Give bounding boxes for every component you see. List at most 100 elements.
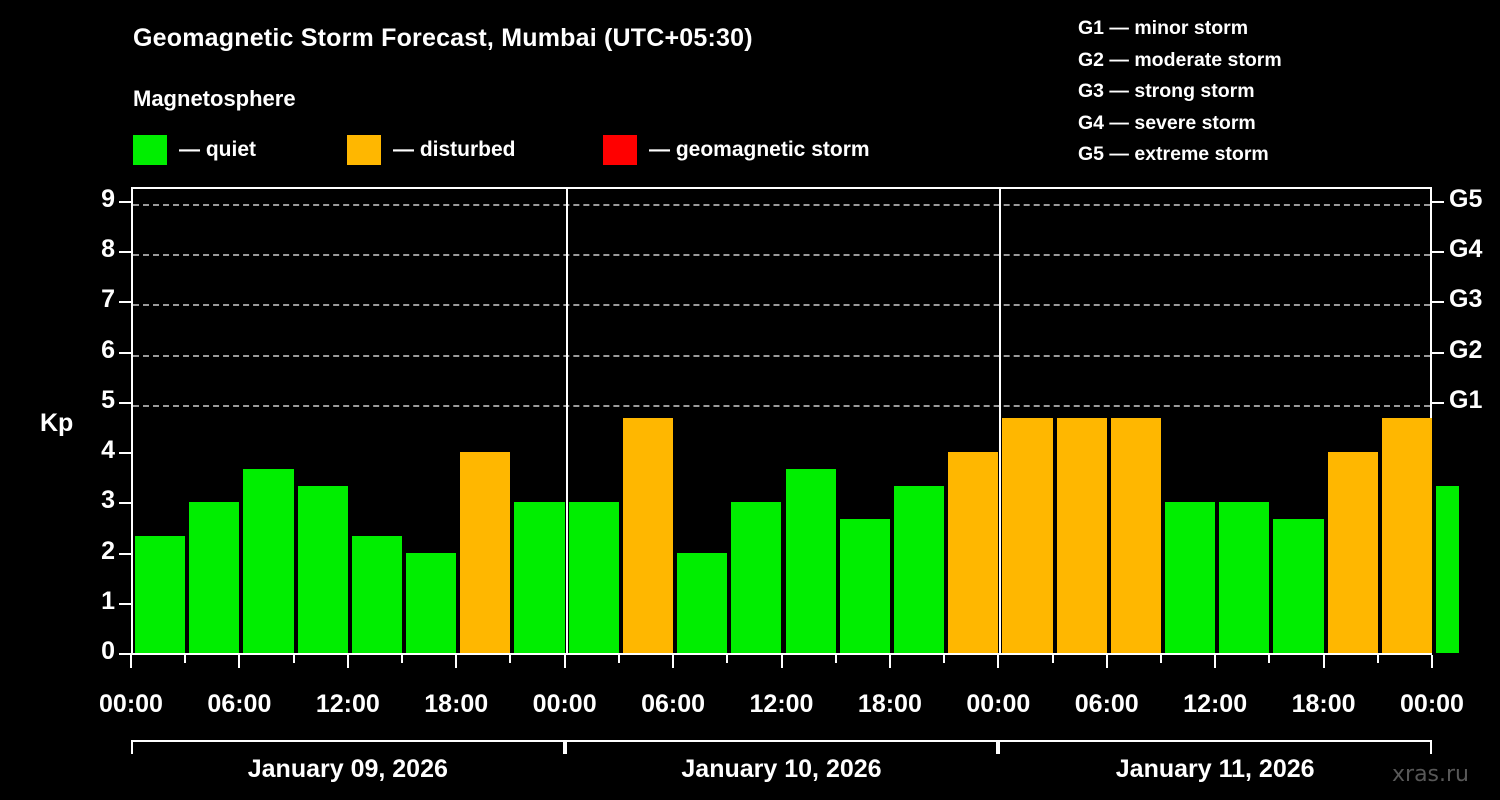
legend-item-2: — geomagnetic storm: [603, 133, 870, 167]
bar: [1110, 418, 1161, 653]
storm-scale-row-1: G1 — minor storm: [1078, 17, 1249, 39]
x-tick-16: [997, 655, 1000, 668]
gridline-kp-5: [133, 404, 1430, 407]
bar-series: [133, 189, 1460, 653]
day-separator-1: [565, 189, 568, 653]
x-tick-label-7: 18:00: [857, 690, 922, 718]
y-tick-label-1: 1: [101, 586, 115, 615]
x-tick-24: [1431, 655, 1433, 668]
y-tick-label-2: 2: [101, 536, 115, 565]
x-tick-6: [455, 655, 458, 668]
bar: [460, 452, 511, 653]
bar: [568, 502, 619, 653]
storm-scale-row-4: G4 — severe storm: [1078, 111, 1256, 134]
bar: [1002, 418, 1053, 653]
x-tick-1: [184, 655, 187, 663]
y-tick-2: [119, 552, 131, 555]
storm-scale-row-3: G3 — strong storm: [1078, 80, 1255, 102]
y-tick-label-9: 9: [101, 185, 115, 213]
y-axis-title: Kp: [40, 409, 74, 437]
quiet-swatch: [133, 135, 167, 165]
y-tick-5: [119, 401, 131, 404]
x-tick-label-8: 00:00: [966, 690, 1031, 718]
y-tick-1: [119, 602, 131, 605]
bar: [1164, 502, 1216, 653]
x-tick-label-4: 00:00: [532, 690, 597, 718]
g-tick-G4: [1432, 251, 1444, 254]
legend-label-2: — geomagnetic storm: [649, 138, 870, 161]
y-tick-3: [119, 502, 131, 505]
bar: [406, 552, 457, 653]
gridline-kp-6: [133, 354, 1430, 357]
x-tick-23: [1376, 655, 1379, 663]
bar: [135, 535, 186, 653]
x-tick-label-6: 12:00: [749, 690, 814, 718]
bar: [948, 452, 999, 653]
chart-subtitle: Magnetosphere: [133, 86, 296, 111]
x-tick-label-9: 06:00: [1074, 690, 1139, 718]
x-tick-8: [563, 655, 566, 668]
bar: [1056, 418, 1107, 653]
bar: [1327, 452, 1378, 653]
bar: [243, 468, 294, 653]
day-label-2: January 10, 2026: [681, 755, 882, 783]
y-tick-9: [119, 201, 131, 203]
g-tick-label-G3: G3: [1449, 285, 1483, 314]
chart-plot-area: [131, 187, 1460, 655]
day-label-1: January 09, 2026: [247, 755, 448, 783]
day-bracket-3: [998, 740, 1432, 754]
y-tick-label-7: 7: [101, 285, 115, 314]
day-separator-2: [999, 189, 1002, 653]
x-tick-19: [1159, 655, 1162, 663]
x-tick-9: [617, 655, 620, 663]
bar: [731, 502, 782, 653]
x-tick-label-2: 12:00: [315, 690, 380, 718]
g-tick-label-G1: G1: [1449, 385, 1483, 414]
bar: [514, 502, 565, 653]
y-tick-label-3: 3: [101, 486, 115, 515]
x-tick-7: [509, 655, 512, 663]
x-tick-0: [130, 655, 132, 668]
x-tick-5: [401, 655, 404, 663]
legend-item-1: — disturbed: [347, 133, 516, 167]
bar: [839, 518, 890, 653]
x-tick-15: [943, 655, 946, 663]
storm-swatch: [603, 135, 637, 165]
g-tick-label-G4: G4: [1449, 235, 1483, 264]
disturbed-swatch: [347, 135, 381, 165]
x-tick-3: [292, 655, 295, 663]
x-tick-label-11: 18:00: [1291, 690, 1356, 718]
day-bracket-2: [564, 740, 999, 754]
y-tick-7: [119, 301, 131, 304]
x-tick-label-0: 00:00: [99, 690, 163, 718]
bar: [297, 485, 348, 653]
y-tick-label-5: 5: [101, 385, 115, 414]
bar: [1219, 502, 1270, 653]
legend-label-1: — disturbed: [393, 138, 516, 161]
x-tick-10: [672, 655, 675, 668]
storm-scale-row-5: G5 — extreme storm: [1078, 143, 1269, 165]
y-tick-label-8: 8: [101, 235, 115, 264]
x-tick-20: [1214, 655, 1217, 668]
x-tick-label-3: 18:00: [424, 690, 489, 718]
legend-item-0: — quiet: [133, 133, 256, 167]
x-tick-11: [726, 655, 729, 663]
g-tick-G5: [1432, 201, 1444, 203]
x-tick-22: [1322, 655, 1325, 668]
bar: [1273, 518, 1324, 653]
page-title: Geomagnetic Storm Forecast, Mumbai (UTC+…: [133, 24, 753, 52]
gridline-kp-9: [133, 204, 1430, 206]
y-tick-label-0: 0: [101, 637, 115, 665]
x-tick-2: [238, 655, 241, 668]
x-tick-14: [888, 655, 891, 668]
watermark: xras.ru: [1392, 762, 1469, 787]
storm-scale-row-2: G2 — moderate storm: [1078, 48, 1282, 71]
bar: [189, 502, 240, 653]
x-tick-12: [780, 655, 783, 668]
x-tick-label-5: 06:00: [641, 690, 706, 718]
y-tick-6: [119, 351, 131, 354]
x-tick-4: [346, 655, 349, 668]
g-tick-G1: [1432, 401, 1444, 404]
x-tick-13: [834, 655, 837, 663]
g-tick-G3: [1432, 301, 1444, 304]
